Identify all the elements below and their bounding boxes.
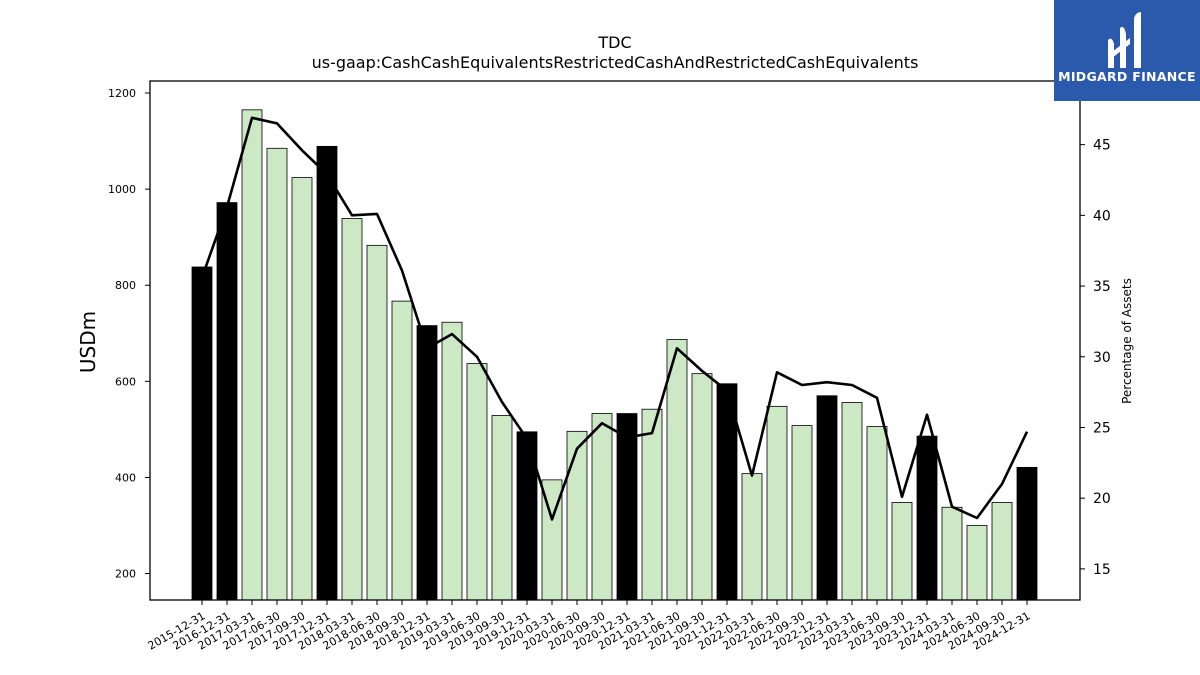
bar <box>341 218 363 601</box>
bar <box>241 109 263 601</box>
bar <box>266 147 288 601</box>
bar <box>216 202 238 601</box>
bar <box>791 425 813 601</box>
logo-text: MIDGARD FINANCE <box>1058 69 1196 84</box>
bar <box>441 321 463 601</box>
bar <box>866 426 888 601</box>
bar <box>916 435 938 601</box>
bar <box>591 413 613 601</box>
y2-tick-label: 35 <box>1093 279 1111 295</box>
bar <box>741 473 763 601</box>
y-axis-label: USDm <box>76 311 100 373</box>
bar <box>1016 466 1038 601</box>
bar <box>491 415 513 601</box>
x-axis: 2015-12-312016-12-312017-03-312017-06-30… <box>146 600 1033 653</box>
bar <box>966 525 988 601</box>
bar <box>291 177 313 601</box>
chart-subtitle: us-gaap:CashCashEquivalentsRestrictedCas… <box>312 53 919 72</box>
plot-frame <box>149 80 1081 601</box>
y2-tick-label: 30 <box>1093 350 1111 366</box>
y2-tick-label: 20 <box>1093 491 1111 507</box>
y-tick-label: 200 <box>115 568 136 581</box>
y-tick-label: 600 <box>115 375 136 388</box>
y2-tick-label: 45 <box>1093 138 1111 154</box>
bar <box>841 402 863 601</box>
y2-tick-label: 15 <box>1093 562 1111 578</box>
midgard-finance-logo: MIDGARD FINANCE <box>1054 0 1200 101</box>
bar <box>566 430 588 601</box>
bar <box>891 502 913 601</box>
right-axis: 15 20 25 30 35 40 45 <box>1080 138 1111 578</box>
bar <box>816 395 838 601</box>
logo-mark-icon <box>1108 12 1141 68</box>
y2-tick-label: 40 <box>1093 208 1111 224</box>
bar <box>666 339 688 601</box>
bar <box>316 145 338 601</box>
bar <box>416 325 438 601</box>
y-tick-label: 1200 <box>108 87 136 100</box>
bar <box>641 408 663 601</box>
bars <box>191 109 1038 601</box>
left-axis: 200 400 600 800 1000 1200 <box>108 87 150 581</box>
bar <box>466 363 488 601</box>
line-series <box>200 116 1029 521</box>
bar <box>391 300 413 601</box>
bar <box>366 244 388 601</box>
percentage-line <box>200 116 1029 521</box>
bar <box>691 373 713 601</box>
bar <box>941 506 963 601</box>
bar <box>991 502 1013 601</box>
bar <box>616 413 638 601</box>
y-tick-label: 1000 <box>108 183 136 196</box>
y2-tick-label: 25 <box>1093 420 1111 436</box>
y2-axis-label: Percentage of Assets <box>1120 278 1134 404</box>
bar <box>191 266 213 601</box>
chart-title: TDC <box>597 33 631 52</box>
y-tick-label: 800 <box>115 279 136 292</box>
bar <box>766 405 788 601</box>
y-tick-label: 400 <box>115 471 136 484</box>
